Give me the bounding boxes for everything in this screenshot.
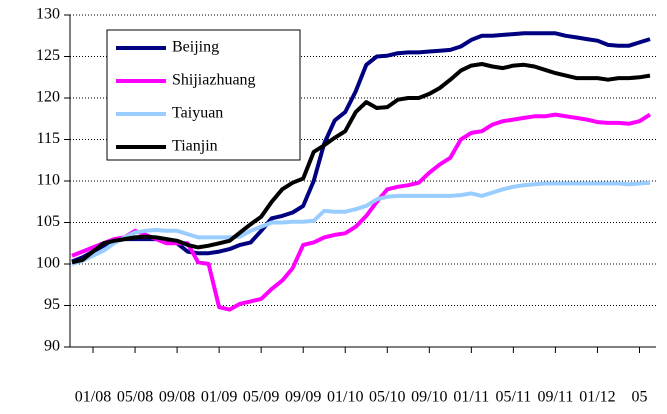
legend-label: Beijing <box>172 39 219 56</box>
legend-label: Tianjin <box>172 138 218 155</box>
y-tick-label: 90 <box>44 338 60 355</box>
y-tick-label: 130 <box>36 6 60 23</box>
legend-label: Taiyuan <box>172 105 223 122</box>
x-tick-label: 01/08 <box>75 389 111 406</box>
x-tick-label: 09/10 <box>411 389 447 406</box>
x-tick-label: 05 <box>631 389 647 406</box>
x-tick-label: 09/09 <box>285 389 321 406</box>
series-line <box>71 112 652 312</box>
series-line <box>71 62 651 265</box>
x-tick-label: 05/09 <box>243 389 279 406</box>
y-tick-label: 95 <box>44 296 60 313</box>
x-tick-label: 05/10 <box>369 389 405 406</box>
legend-label: Shijiazhuang <box>172 72 256 89</box>
y-tick-label: 110 <box>37 172 60 189</box>
y-tick-label: 120 <box>36 89 60 106</box>
x-tick-label: 05/11 <box>495 389 531 406</box>
y-tick-label: 115 <box>37 130 60 147</box>
y-tick-label: 100 <box>36 255 60 272</box>
x-tick-label: 01/09 <box>201 389 237 406</box>
x-tick-label: 09/11 <box>537 389 573 406</box>
y-tick-label: 105 <box>36 213 60 230</box>
x-tick-label: 01/11 <box>453 389 489 406</box>
legend-box <box>106 29 301 161</box>
x-tick-label: 09/08 <box>159 389 195 406</box>
x-tick-label: 05/08 <box>117 389 153 406</box>
x-tick-label: 01/10 <box>327 389 363 406</box>
series-line <box>71 180 651 266</box>
x-tick-label: 01/12 <box>579 389 615 406</box>
y-tick-label: 125 <box>36 47 60 64</box>
